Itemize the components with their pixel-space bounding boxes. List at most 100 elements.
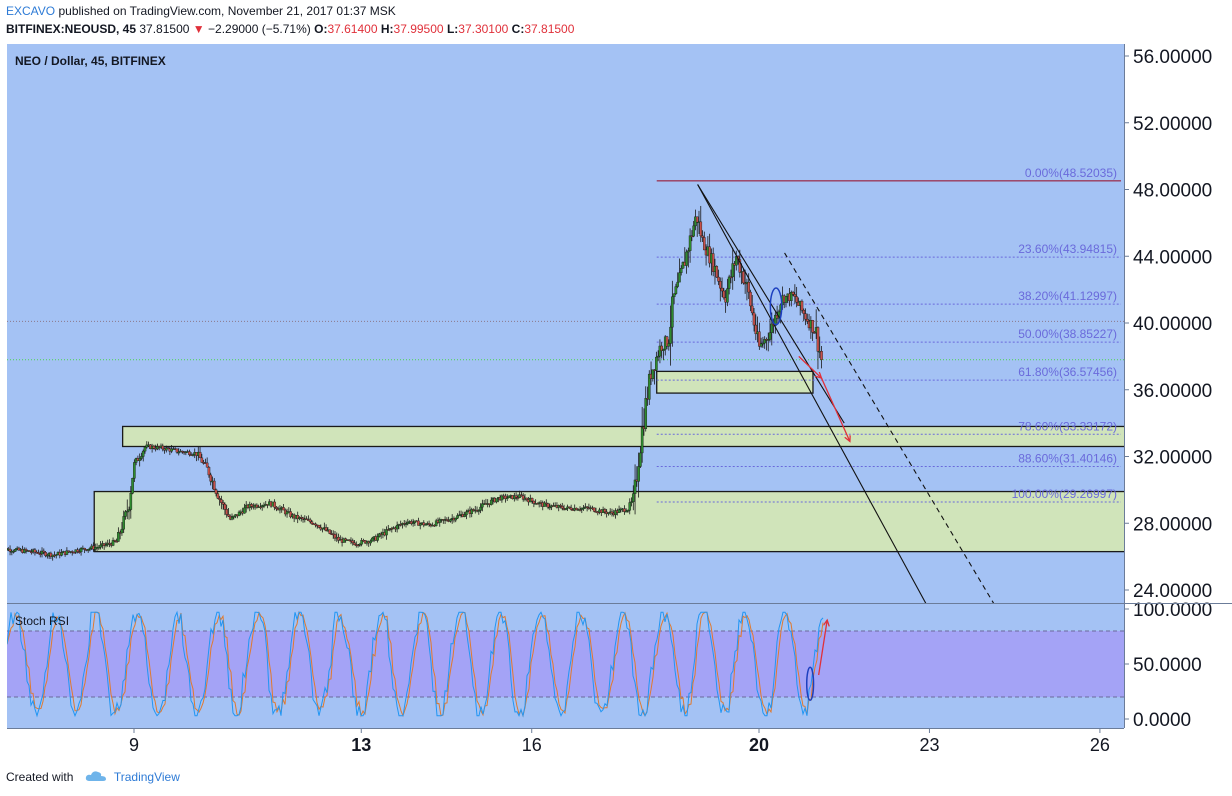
price-axis-label: 40.00000 [1133, 314, 1212, 335]
candle-body [521, 495, 525, 500]
candle-body [198, 451, 202, 459]
candle-body [685, 251, 688, 266]
ohlc-line: BITFINEX:NEOUSD, 45 37.81500 ▼ −2.29000 … [6, 22, 574, 36]
support-zone-2[interactable] [121, 425, 1197, 448]
candle-body [747, 281, 751, 293]
candle-body [165, 447, 168, 451]
candle-body [655, 356, 658, 371]
candle-body [546, 503, 550, 508]
candle-body [679, 267, 683, 273]
candle-body [152, 445, 156, 449]
candle-body [752, 312, 756, 326]
candle-body [481, 503, 484, 508]
candle-body [795, 296, 798, 303]
candle-body [790, 291, 793, 301]
fib-level-label: 38.20%(41.12997) [1018, 289, 1117, 303]
candle-body [543, 502, 546, 507]
candle-body [717, 276, 720, 282]
candle-body [333, 534, 337, 539]
candle-body [631, 493, 635, 502]
ellipse-marker[interactable] [769, 287, 783, 326]
tradingview-link[interactable]: TradingView [113, 770, 180, 784]
candle-body [78, 551, 81, 553]
candle-body [456, 515, 459, 519]
price-axis-label: 32.00000 [1133, 448, 1212, 469]
candle-body [285, 511, 289, 515]
candle-body [660, 345, 663, 351]
candle-body [470, 509, 474, 514]
rsi-axis-label: 100.0000 [1133, 600, 1212, 621]
candle-body [548, 506, 552, 509]
candle-body [465, 511, 468, 516]
candle-body [141, 450, 145, 457]
time-axis-label: 13 [351, 735, 371, 755]
candle-body [738, 259, 742, 273]
candle-body [628, 502, 632, 511]
candle-body [399, 524, 402, 526]
low-label: L: [446, 22, 459, 36]
candle-body [111, 540, 115, 546]
candle-body [514, 495, 518, 498]
candle-body [353, 542, 356, 545]
projection-arrow[interactable] [798, 355, 822, 378]
time-axis-label: 23 [919, 735, 939, 755]
candle-body [639, 452, 642, 467]
rsi-ellipse-marker[interactable] [805, 666, 815, 702]
candle-body [742, 271, 745, 284]
candle-body [800, 300, 804, 311]
support-zone-1[interactable] [656, 370, 814, 394]
candle-body [626, 510, 630, 512]
candle-body [125, 510, 129, 513]
time-axis-label: 20 [749, 735, 769, 755]
candle-body [404, 523, 408, 525]
candle-body [647, 373, 651, 400]
candle-body [54, 554, 58, 556]
candle-body [667, 343, 671, 347]
candle-body [191, 454, 195, 456]
candle-body [568, 506, 571, 509]
open-value: 37.61400 [327, 22, 378, 36]
candle-body [310, 521, 314, 524]
candle-body [750, 305, 754, 314]
rsi-up-arrow[interactable] [818, 620, 828, 676]
candle-body [37, 552, 40, 554]
trend-line-3[interactable] [784, 252, 998, 610]
candle-body [766, 339, 770, 341]
candle-body [525, 497, 529, 500]
candle-body [715, 266, 719, 278]
candle-body [133, 462, 136, 479]
candle-body [370, 537, 374, 542]
candle-body [445, 519, 449, 521]
candle-body [97, 546, 101, 549]
candle-body [617, 509, 621, 513]
close-label: C: [511, 22, 525, 36]
trend-line-2[interactable] [697, 184, 930, 610]
candle-body [701, 235, 704, 238]
candle-body [731, 263, 735, 278]
candle-body [596, 511, 600, 514]
candle-body [722, 290, 726, 298]
candle-body [495, 498, 498, 503]
price-axis-label: 52.00000 [1133, 114, 1212, 135]
candle-body [2, 549, 4, 550]
candle-body [560, 506, 564, 509]
candle-body [427, 523, 431, 525]
candle-body [763, 339, 766, 344]
fib-level-label: 61.80%(36.57456) [1018, 365, 1117, 379]
candle-body [507, 495, 511, 499]
price-axis-label: 24.00000 [1133, 581, 1212, 602]
price-axis-label: 28.00000 [1133, 514, 1212, 535]
candle-body [65, 550, 69, 555]
candle-body [138, 458, 141, 461]
candle-body [582, 507, 585, 510]
candle-body [360, 540, 363, 545]
candle-body [67, 550, 70, 553]
candle-body [644, 398, 648, 430]
candle-body [299, 517, 303, 519]
low-value: 37.30100 [458, 22, 509, 36]
candle-body [424, 524, 427, 526]
candle-body [14, 549, 17, 552]
publisher-name[interactable]: EXCAVO [6, 4, 56, 18]
projection-arrow[interactable] [820, 377, 850, 441]
